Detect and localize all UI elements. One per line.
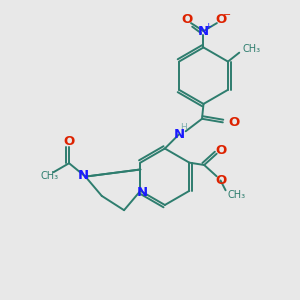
Text: O: O — [181, 13, 192, 26]
Text: O: O — [215, 174, 226, 187]
Text: N: N — [174, 128, 185, 141]
Text: +: + — [204, 22, 212, 31]
Text: CH₃: CH₃ — [41, 171, 59, 181]
Text: O: O — [228, 116, 239, 129]
Text: N: N — [77, 169, 88, 182]
Text: O: O — [216, 144, 227, 157]
Text: N: N — [137, 186, 148, 199]
Text: −: − — [223, 10, 231, 20]
Text: O: O — [63, 135, 75, 148]
Text: CH₃: CH₃ — [227, 190, 245, 200]
Text: O: O — [216, 13, 227, 26]
Text: N: N — [198, 25, 209, 38]
Text: CH₃: CH₃ — [243, 44, 261, 54]
Text: H: H — [180, 123, 187, 132]
